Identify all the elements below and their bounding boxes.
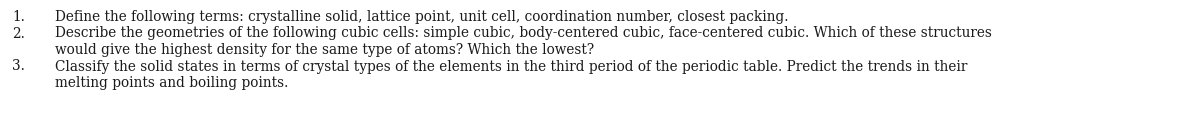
Text: Classify the solid states in terms of crystal types of the elements in the third: Classify the solid states in terms of cr… [55, 59, 967, 74]
Text: 1.: 1. [12, 10, 25, 24]
Text: Describe the geometries of the following cubic cells: simple cubic, body-centere: Describe the geometries of the following… [55, 26, 992, 41]
Text: melting points and boiling points.: melting points and boiling points. [55, 76, 288, 90]
Text: 3.: 3. [12, 59, 25, 74]
Text: Define the following terms: crystalline solid, lattice point, unit cell, coordin: Define the following terms: crystalline … [55, 10, 788, 24]
Text: would give the highest density for the same type of atoms? Which the lowest?: would give the highest density for the s… [55, 43, 594, 57]
Text: 2.: 2. [12, 26, 25, 41]
